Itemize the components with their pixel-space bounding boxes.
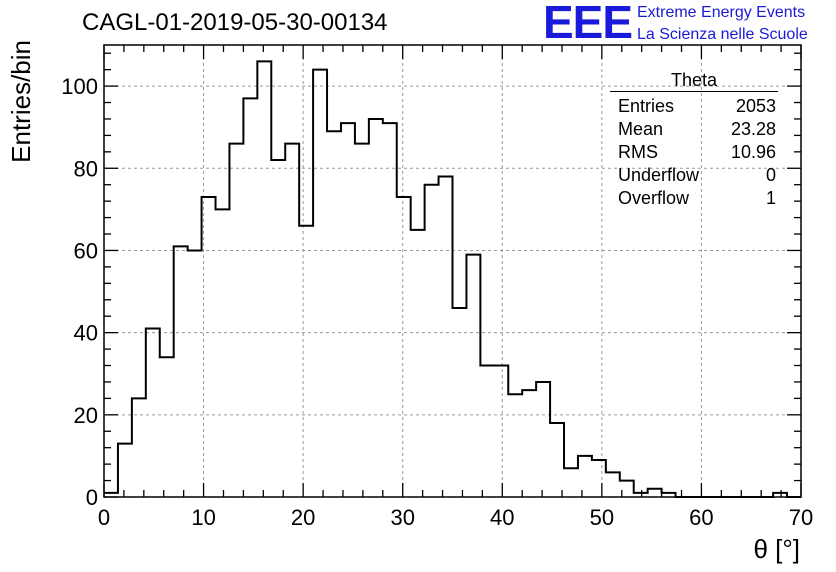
y-tick-label: 80 (74, 156, 98, 181)
x-tick-label: 10 (191, 505, 215, 530)
stats-row-rms: RMS 10.96 (610, 141, 778, 164)
stats-label: Underflow (618, 165, 700, 185)
stats-value: 1 (765, 188, 776, 208)
stats-label: RMS (618, 142, 658, 162)
stats-label: Overflow (618, 188, 690, 208)
stats-title: Theta (670, 70, 718, 90)
logo-mark: EEE (543, 0, 633, 48)
run-title: CAGL-01-2019-05-30-00134 (82, 9, 388, 36)
stats-value: 23.28 (730, 119, 776, 139)
logo-line-2: La Scienza nelle Scuole (637, 26, 808, 43)
stats-box: Theta Entries 2053 Mean 23.28 RMS 10.96 … (610, 70, 778, 210)
stats-value: 2053 (735, 96, 776, 116)
logo-line-1: Extreme Energy Events (637, 4, 806, 21)
y-tick-labels: 0 20 40 60 80 100 (61, 74, 98, 510)
stats-label: Entries (618, 96, 675, 116)
stats-row-overflow: Overflow 1 (610, 187, 778, 210)
x-tick-label: 50 (590, 505, 614, 530)
x-tick-label: 60 (689, 505, 713, 530)
y-tick-label: 60 (74, 238, 98, 263)
x-tick-label: 40 (490, 505, 514, 530)
stats-value: 10.96 (730, 142, 776, 162)
x-tick-label: 0 (98, 505, 110, 530)
y-tick-label: 40 (74, 321, 98, 346)
x-tick-labels: 0 10 20 30 40 50 60 70 (98, 505, 813, 530)
histogram-line (104, 60, 801, 498)
stats-row-underflow: Underflow 0 (610, 164, 778, 187)
x-tick-label: 70 (789, 505, 813, 530)
stats-row-mean: Mean 23.28 (610, 118, 778, 141)
x-axis-label: θ [°] (753, 534, 800, 564)
y-tick-label: 100 (61, 74, 98, 99)
x-tick-label: 30 (390, 505, 414, 530)
stats-label: Mean (618, 119, 664, 139)
stats-row-entries: Entries 2053 (610, 95, 778, 118)
plot-frame (103, 44, 802, 498)
y-tick-label: 0 (86, 485, 98, 510)
stats-value: 0 (765, 165, 776, 185)
y-tick-label: 20 (74, 403, 98, 428)
y-axis-label: Entries/bin (6, 40, 36, 163)
eee-logo: EEE Extreme Energy Events La Scienza nel… (543, 0, 833, 49)
stats-divider (610, 91, 778, 92)
x-tick-label: 20 (291, 505, 315, 530)
